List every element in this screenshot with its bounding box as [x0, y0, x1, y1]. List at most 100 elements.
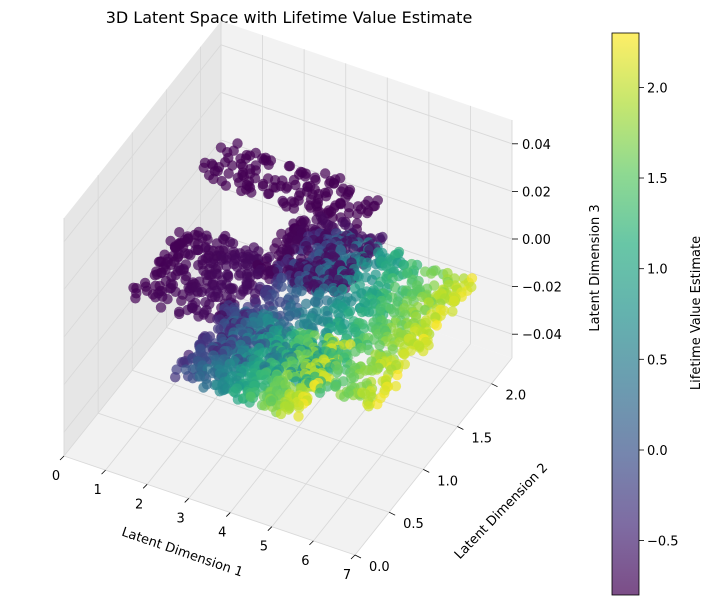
scatter-point	[276, 281, 287, 292]
x-tick-label: 0	[52, 469, 60, 484]
z-tick-label: −0.02	[522, 281, 562, 296]
scatter-point	[366, 356, 377, 367]
z-tick-label: 0.04	[522, 138, 551, 153]
colorbar-tick-label: 0.0	[647, 444, 668, 459]
scatter-point	[228, 259, 240, 270]
scatter-point	[245, 168, 256, 179]
scatter-point	[182, 304, 193, 316]
scatter-point	[328, 178, 340, 189]
scatter-point	[252, 269, 263, 280]
scatter-point	[313, 313, 324, 325]
y-tick	[457, 426, 464, 430]
scatter-point	[152, 269, 163, 280]
scatter-point	[197, 233, 208, 244]
scatter-point	[300, 217, 311, 228]
scatter-point	[343, 208, 355, 219]
scatter-point	[293, 399, 304, 411]
scatter-point	[212, 323, 224, 334]
scatter-point	[293, 411, 304, 422]
x-tick-label: 7	[343, 568, 351, 583]
scatter-point	[314, 387, 325, 398]
scatter-point	[249, 288, 261, 299]
scatter-point	[176, 295, 187, 306]
chart-title: 3D Latent Space with Lifetime Value Esti…	[106, 8, 473, 27]
scatter-point	[398, 259, 410, 270]
scatter-point	[201, 379, 213, 390]
scatter-point	[309, 296, 321, 307]
scatter-point	[350, 346, 361, 357]
grid-line	[63, 92, 222, 290]
scatter-point	[375, 392, 386, 404]
scatter-point	[390, 381, 402, 392]
scatter-point	[284, 401, 295, 412]
scatter-point	[333, 290, 344, 301]
scatter-point	[130, 293, 141, 304]
x-tick	[184, 498, 189, 503]
scatter-point	[234, 177, 245, 188]
scatter-point	[392, 369, 403, 381]
scatter-point	[399, 348, 410, 360]
z-tick-label: 0.02	[522, 185, 551, 200]
scatter-point	[196, 286, 207, 298]
scatter-point	[333, 324, 344, 336]
scatter-points	[128, 138, 478, 422]
z-axis-label: Latent Dimension 3	[588, 204, 603, 331]
scatter-point	[361, 261, 372, 273]
y-tick	[423, 468, 430, 473]
scatter-point	[162, 293, 173, 305]
scatter-point	[346, 373, 357, 384]
grid-line	[220, 44, 513, 145]
y-tick	[354, 554, 362, 559]
scatter-point	[231, 383, 243, 394]
y-tick-label: 0.0	[369, 560, 390, 575]
scatter-point	[363, 306, 375, 318]
colorbar-tick-label: 1.5	[647, 172, 668, 187]
scatter-point	[276, 272, 287, 284]
colorbar: −0.5 0.0 0.5 1.0 1.5 2.0 Lifetime Value Estim…	[611, 32, 704, 596]
y-tick-label: 2.0	[506, 389, 527, 404]
scatter-point	[156, 256, 167, 267]
x-tick	[309, 540, 314, 546]
grid-line	[354, 357, 513, 556]
y-tick-label: 0.5	[403, 517, 424, 532]
scatter-point	[343, 308, 354, 320]
scatter-point	[265, 396, 277, 407]
scatter-point	[235, 289, 246, 300]
scatter-point	[174, 308, 185, 320]
x-tick	[226, 512, 231, 517]
scatter-point	[198, 162, 209, 173]
scatter-point	[290, 179, 301, 191]
scatter-point	[379, 385, 390, 396]
scatter-point	[320, 191, 332, 202]
scatter-point	[364, 244, 375, 255]
scatter-point	[246, 187, 257, 198]
grid-line	[132, 369, 424, 470]
scatter-point	[327, 251, 339, 262]
scatter-point	[227, 160, 238, 171]
z-tick-label: 0.00	[522, 233, 551, 248]
z-tick-label: −0.04	[522, 328, 562, 343]
scatter-point	[447, 306, 458, 317]
scatter-point	[363, 401, 374, 412]
scatter-point	[213, 291, 224, 303]
colorbar-frame	[611, 32, 640, 596]
grid-line	[220, 91, 513, 192]
y-tick-label: 1.0	[437, 474, 458, 489]
scatter-point	[263, 188, 274, 200]
colorbar-tick-label: 1.0	[647, 263, 668, 278]
grid-line	[313, 343, 471, 542]
scatter-point	[245, 391, 256, 402]
scatter-point	[280, 379, 291, 390]
x-tick-label: 6	[301, 554, 309, 569]
x-tick	[101, 469, 106, 475]
scatter-point	[282, 233, 293, 245]
y-axis-label: Latent Dimension 2	[452, 461, 551, 563]
scatter-point	[208, 173, 219, 185]
scatter-point	[155, 302, 167, 313]
scatter-point	[180, 364, 191, 375]
scatter-point	[353, 271, 364, 282]
scatter-point	[288, 203, 300, 214]
scatter-point	[194, 371, 206, 382]
x-tick-label: 2	[135, 497, 143, 512]
